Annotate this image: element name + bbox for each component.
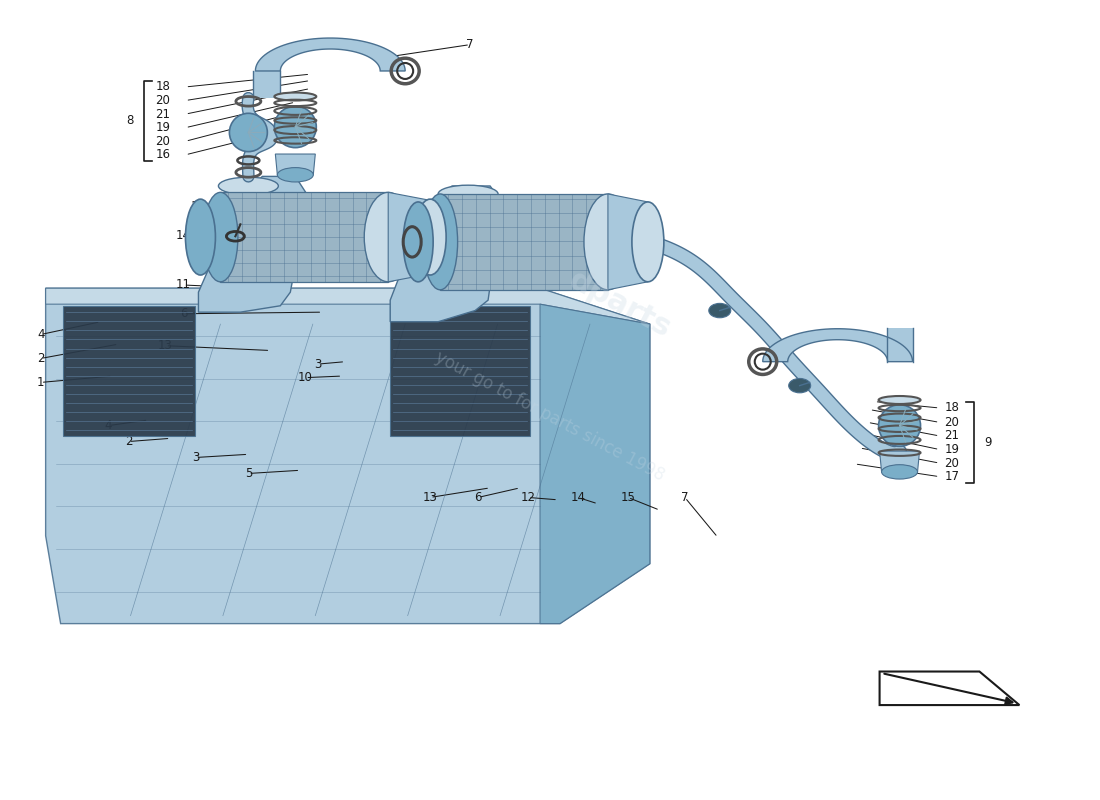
Text: 21: 21 bbox=[945, 430, 959, 442]
Text: 2: 2 bbox=[37, 352, 44, 365]
Text: 7: 7 bbox=[681, 491, 689, 504]
Text: 17: 17 bbox=[945, 470, 959, 483]
Text: 1: 1 bbox=[37, 376, 44, 389]
Text: your go to for parts since 1998: your go to for parts since 1998 bbox=[432, 348, 668, 484]
Text: 14: 14 bbox=[176, 229, 191, 242]
Ellipse shape bbox=[277, 168, 313, 182]
Text: 10: 10 bbox=[298, 371, 312, 384]
Ellipse shape bbox=[708, 303, 730, 318]
Ellipse shape bbox=[789, 378, 811, 393]
Polygon shape bbox=[220, 192, 388, 282]
Ellipse shape bbox=[274, 106, 317, 148]
Polygon shape bbox=[198, 176, 308, 312]
Text: 9: 9 bbox=[984, 436, 992, 449]
Text: 6: 6 bbox=[179, 307, 187, 320]
Text: dparts: dparts bbox=[563, 265, 676, 343]
Text: 19: 19 bbox=[155, 121, 170, 134]
Ellipse shape bbox=[879, 396, 921, 404]
Polygon shape bbox=[390, 306, 530, 436]
Text: 21: 21 bbox=[155, 107, 170, 121]
Polygon shape bbox=[45, 288, 650, 324]
Ellipse shape bbox=[404, 202, 433, 282]
Text: 20: 20 bbox=[155, 94, 170, 107]
Ellipse shape bbox=[438, 185, 498, 202]
Text: 6: 6 bbox=[474, 491, 482, 504]
Polygon shape bbox=[63, 306, 196, 436]
Polygon shape bbox=[762, 329, 913, 362]
Text: 15: 15 bbox=[191, 200, 206, 214]
Ellipse shape bbox=[230, 114, 267, 152]
Polygon shape bbox=[275, 154, 316, 174]
Text: 2: 2 bbox=[124, 435, 132, 448]
Text: 18: 18 bbox=[945, 402, 959, 414]
Text: 20: 20 bbox=[155, 134, 170, 148]
Text: 4: 4 bbox=[37, 328, 44, 341]
Ellipse shape bbox=[274, 93, 317, 101]
Polygon shape bbox=[880, 451, 920, 472]
Text: 20: 20 bbox=[945, 416, 959, 429]
Polygon shape bbox=[608, 194, 652, 290]
Text: 8: 8 bbox=[125, 114, 133, 127]
Text: 13: 13 bbox=[422, 491, 438, 504]
Text: 11: 11 bbox=[176, 278, 191, 291]
Text: 12: 12 bbox=[520, 491, 536, 504]
Text: 20: 20 bbox=[945, 457, 959, 470]
Polygon shape bbox=[540, 304, 650, 624]
Ellipse shape bbox=[631, 202, 664, 282]
Polygon shape bbox=[388, 192, 436, 282]
Text: 5: 5 bbox=[244, 467, 252, 480]
Text: 4: 4 bbox=[104, 419, 112, 432]
Polygon shape bbox=[45, 288, 650, 624]
Ellipse shape bbox=[364, 192, 412, 282]
Text: 19: 19 bbox=[945, 443, 959, 456]
Ellipse shape bbox=[186, 199, 216, 275]
Text: 3: 3 bbox=[191, 451, 199, 464]
Text: 16: 16 bbox=[155, 148, 170, 162]
Text: 13: 13 bbox=[158, 339, 173, 352]
Polygon shape bbox=[255, 38, 405, 71]
Ellipse shape bbox=[422, 194, 458, 290]
Ellipse shape bbox=[879, 405, 921, 446]
Text: 3: 3 bbox=[315, 358, 322, 370]
Polygon shape bbox=[440, 194, 608, 290]
Ellipse shape bbox=[219, 177, 278, 194]
Ellipse shape bbox=[881, 465, 917, 479]
Text: 7: 7 bbox=[466, 38, 474, 51]
Text: 15: 15 bbox=[620, 491, 636, 504]
Ellipse shape bbox=[415, 199, 447, 275]
Text: 18: 18 bbox=[155, 81, 170, 94]
Polygon shape bbox=[390, 186, 502, 322]
Text: 14: 14 bbox=[571, 491, 585, 504]
Ellipse shape bbox=[202, 192, 238, 282]
Ellipse shape bbox=[584, 194, 631, 290]
